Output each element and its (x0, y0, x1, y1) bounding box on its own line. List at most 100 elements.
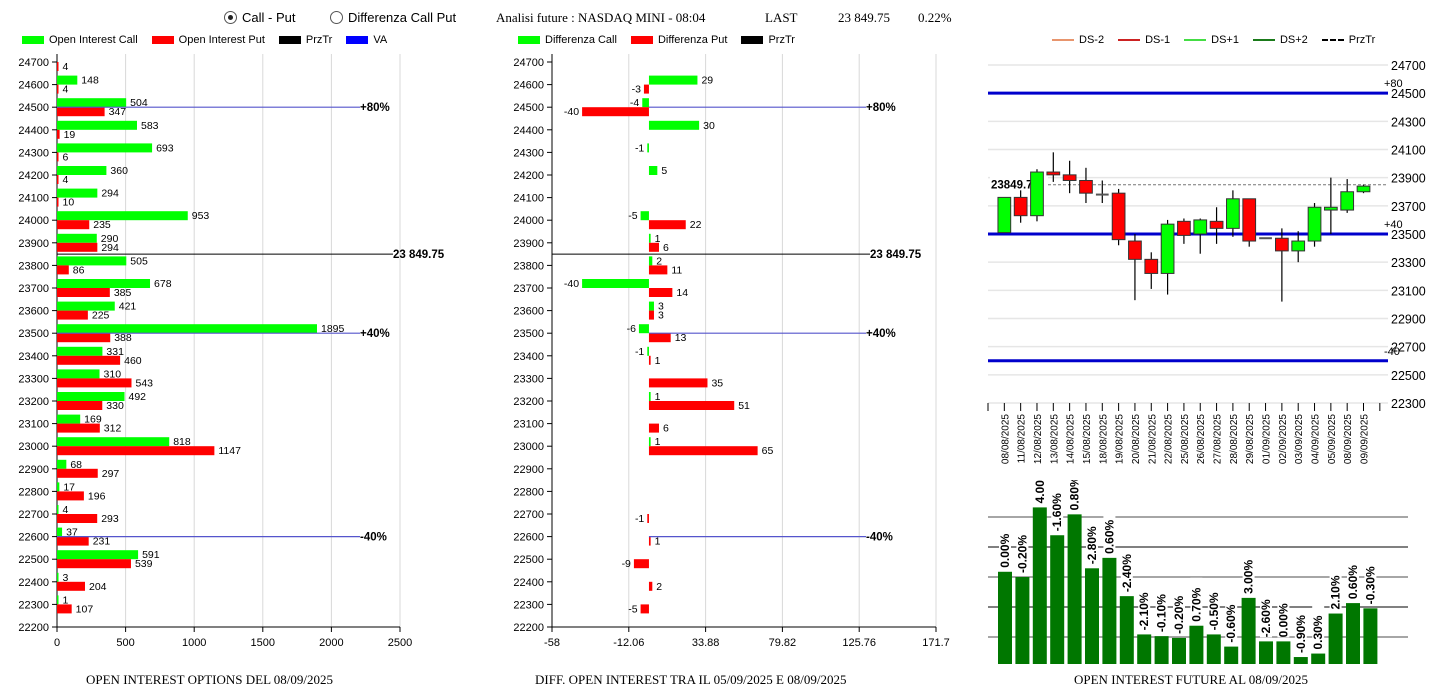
last-label: LAST (765, 10, 798, 25)
call-value-label: 3 (658, 301, 664, 313)
put-value-label: 3 (658, 310, 664, 322)
put-value-label: -9 (622, 558, 631, 570)
radio-differenza-call-put[interactable]: Differenza Call Put (330, 10, 456, 25)
put-value-label: 6 (63, 151, 69, 163)
call-bar (57, 572, 59, 582)
call-value-label: 5 (661, 165, 667, 177)
future-label-bg (999, 523, 1011, 568)
put-bar (648, 220, 686, 230)
level-label: +80 (1384, 78, 1403, 90)
future-bar (1015, 577, 1030, 664)
call-bar (57, 459, 67, 469)
radio-call-put[interactable]: Call - Put (224, 10, 295, 25)
candle-body (1275, 237, 1289, 252)
candle-body (1177, 220, 1191, 236)
candle-body (1030, 171, 1044, 217)
future-label-bg (1190, 577, 1203, 622)
future-label-bg (1120, 548, 1133, 593)
future-value-label: 3.00% (1242, 560, 1256, 594)
call-value-label: 4 (63, 504, 69, 516)
future-value-label: -0.20% (1172, 596, 1186, 634)
future-bar (1050, 535, 1065, 664)
future-label-bg (1207, 586, 1220, 631)
candle-body (1209, 220, 1224, 229)
put-bar (57, 310, 88, 320)
future-label-bg (1155, 588, 1168, 633)
call-bar (57, 143, 153, 153)
call-value-label: 953 (192, 210, 210, 222)
put-value-label: 14 (676, 287, 688, 299)
put-bar (57, 446, 215, 456)
call-bar (57, 550, 139, 560)
call-bar (57, 369, 100, 379)
future-value-label: -0.60% (1224, 604, 1238, 642)
call-value-label: 583 (141, 120, 159, 132)
y-tick-label: 22700 (18, 509, 49, 521)
y-tick-label: 23600 (18, 306, 49, 318)
va-label: +80% (866, 102, 896, 114)
x-tick-label: 03/09/2025 (1294, 414, 1305, 464)
candle-body (1242, 198, 1257, 242)
call-bar (57, 166, 107, 175)
y-tick-label: 22300 (18, 599, 49, 611)
candle-body (1128, 240, 1142, 260)
put-bar (648, 423, 659, 433)
call-bar (57, 256, 127, 266)
future-bar (1311, 653, 1326, 664)
call-bar (57, 482, 60, 492)
y-tick-label: 24600 (18, 80, 49, 92)
put-value-label: 460 (124, 355, 142, 367)
future-bar (1241, 597, 1256, 664)
x-tick-label: 08/08/2025 (1000, 414, 1011, 464)
future-bar (1328, 613, 1343, 664)
candle-body (1193, 219, 1208, 235)
put-bar (647, 514, 649, 523)
call-bar (57, 527, 63, 537)
y-tick-label: 24700 (513, 57, 544, 69)
y-tick-label: 23700 (513, 283, 544, 295)
y-tick-label: 23100 (513, 419, 544, 431)
candle-body (1079, 179, 1093, 194)
y-tick-label: 22600 (513, 532, 544, 544)
x-tick-label: 14/08/2025 (1066, 414, 1077, 464)
put-value-label: -5 (628, 603, 637, 615)
last-value: 23 849.75 (838, 10, 890, 25)
y-tick-label: 23900 (1391, 172, 1426, 186)
future-value-label: 0.00% (998, 533, 1012, 567)
put-value-label: 4 (63, 174, 69, 186)
call-value-label: 294 (101, 188, 119, 200)
future-label-bg (1260, 593, 1272, 638)
put-value-label: 539 (135, 558, 153, 570)
put-bar (57, 84, 59, 94)
put-value-label: 13 (675, 332, 687, 344)
legend-diff-oi: Differenza Call Differenza Put PrzTr (518, 34, 795, 46)
future-value-label: -2.10% (1137, 592, 1151, 630)
x-tick-label: 19/08/2025 (1115, 414, 1126, 464)
y-tick-label: 22700 (513, 509, 544, 521)
call-value-label: -6 (627, 323, 636, 335)
y-tick-label: 24200 (513, 170, 544, 182)
call-bar (648, 437, 651, 447)
candle-body (1111, 192, 1126, 241)
put-bar (57, 514, 98, 523)
y-tick-label: 23800 (18, 260, 49, 272)
put-value-label: 107 (76, 603, 94, 615)
put-bar (57, 536, 89, 546)
call-bar (57, 211, 188, 221)
future-bar (1032, 507, 1047, 664)
va-label: +40% (360, 328, 390, 340)
radio-indicator (330, 11, 343, 24)
legend-item-diff-put: Differenza Put (630, 34, 727, 46)
x-tick-label: 27/08/2025 (1213, 414, 1224, 464)
legend-candles: DS-2 DS-1 DS+1 DS+2 PrzTr (1052, 34, 1375, 46)
put-bar (57, 265, 69, 275)
put-bar (57, 491, 84, 501)
future-value-label: -0.30% (1363, 566, 1377, 604)
call-bar (648, 392, 651, 401)
level-label: +40 (1384, 219, 1403, 231)
oi-options-title: OPEN INTEREST OPTIONS DEL 08/09/2025 (86, 672, 333, 687)
x-tick-label: 500 (116, 637, 134, 649)
x-tick-label: 1500 (251, 637, 275, 649)
put-bar (57, 242, 98, 252)
call-value-label: 17 (63, 481, 75, 493)
